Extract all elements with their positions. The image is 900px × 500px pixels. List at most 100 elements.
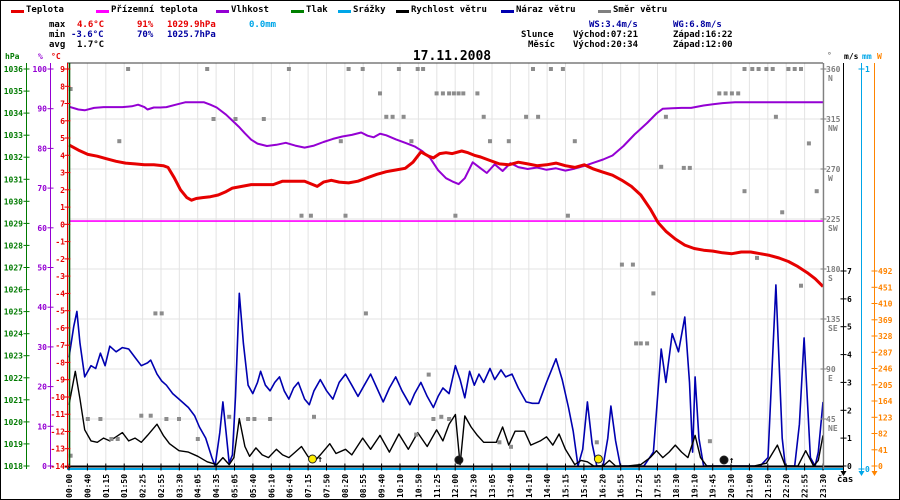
axis-label-wind: 3 — [847, 378, 852, 387]
wind-direction-point — [651, 291, 656, 296]
stat-text-14: Východ:07:21 — [573, 30, 639, 40]
x-tick-label: 21:00 — [745, 474, 754, 498]
legend-swatch-2 — [216, 10, 229, 13]
stat-text-1: 4.6°C — [77, 20, 105, 30]
wind-direction-point — [560, 67, 565, 71]
axis-label-radiation: 451 — [878, 283, 893, 292]
wind-direction-point — [390, 114, 395, 119]
axis-label-pressure: 1034 — [4, 109, 23, 118]
legend-label-3: Tlak — [306, 5, 328, 15]
x-tick-label: 07:50 — [323, 474, 332, 498]
stat-text-17: Východ:20:34 — [573, 40, 639, 50]
stat-text-7: 70% — [137, 30, 154, 40]
legend-label-4: Srážky — [353, 5, 386, 15]
wind-direction-point — [792, 67, 797, 71]
wind-direction-point — [497, 440, 502, 445]
wind-direction-point — [531, 67, 535, 71]
stat-text-15: Západ:16:22 — [673, 30, 733, 40]
axis-label-humidity: 90 — [37, 105, 47, 114]
wind-direction-point — [506, 139, 511, 144]
axis-header-humidity: % — [38, 52, 43, 61]
axis-label-pressure: 1032 — [4, 153, 23, 162]
wind-direction-point — [755, 255, 759, 260]
x-tick-label: 22:20 — [782, 474, 791, 498]
axis-label-pressure: 1025 — [4, 308, 23, 317]
wind-direction-point — [786, 67, 791, 71]
legend-swatch-7 — [598, 10, 611, 13]
wind-direction-point — [736, 91, 741, 96]
stat-text-18: Západ:12:00 — [673, 40, 733, 50]
wind-direction-point — [729, 91, 734, 96]
wind-direction-point — [246, 417, 251, 421]
wind-direction-point — [117, 139, 122, 144]
wind-direction-point — [447, 91, 452, 96]
wind-direction-point — [681, 165, 686, 170]
axis-label-pressure: 1035 — [4, 87, 23, 96]
moon-rise-marker — [719, 455, 729, 465]
axis-label-pressure: 1019 — [4, 440, 23, 449]
x-tick-label: 10:10 — [396, 474, 405, 498]
legend-label-0: Teplota — [26, 5, 64, 15]
stat-text-10: 1.7°C — [77, 40, 105, 50]
legend-label-1: Přízemní teplota — [111, 5, 198, 15]
axis-label-direction: 270 — [826, 165, 841, 174]
stat-text-2: 91% — [137, 20, 154, 30]
wind-direction-point — [638, 341, 643, 346]
x-tick-label: 15:15 — [562, 474, 571, 498]
wind-direction-point — [227, 414, 232, 419]
axis-label-pressure: 1036 — [4, 65, 23, 74]
x-tick-label: 19:10 — [690, 474, 699, 498]
legend-swatch-0 — [11, 10, 24, 13]
axis-label-temperature: 8 — [60, 82, 65, 91]
axis-label-pressure: 1028 — [4, 241, 23, 250]
axis-label-pressure: 1027 — [4, 264, 23, 273]
wind-direction-point — [619, 262, 624, 267]
x-tick-label: 00:40 — [83, 474, 92, 498]
axis-label2-direction: N — [828, 74, 833, 83]
stat-text-16: Měsíc — [528, 40, 556, 50]
x-tick-label: 18:30 — [672, 474, 681, 498]
axis-label-radiation: 287 — [878, 348, 893, 357]
wind-direction-point — [475, 91, 480, 96]
wind-direction-point — [431, 417, 436, 421]
axis-label-direction: 45 — [826, 415, 836, 424]
legend-label-7: Směr větru — [613, 5, 668, 15]
wind-direction-point — [312, 414, 316, 419]
legend-label-6: Náraz větru — [516, 5, 576, 15]
x-tick-label: 02:25 — [139, 474, 148, 498]
axis-label-humidity: 80 — [37, 144, 47, 153]
wind-direction-point — [536, 114, 541, 119]
wind-direction-point — [764, 67, 769, 71]
axis-label-radiation: 82 — [878, 430, 888, 439]
x-tick-label: 13:05 — [488, 474, 497, 498]
stat-text-0: max — [49, 20, 66, 30]
axis-label-pressure: 1026 — [4, 286, 23, 295]
wind-direction-point — [434, 91, 439, 96]
x-tick-label: 13:40 — [506, 474, 515, 498]
axis-label-pressure: 1024 — [4, 330, 23, 339]
wind-direction-point — [742, 189, 747, 194]
wind-direction-point — [742, 67, 747, 71]
x-tick-label: 08:20 — [341, 474, 350, 498]
wind-direction-point — [717, 91, 722, 96]
wind-direction-point — [426, 372, 431, 377]
wind-direction-point — [205, 67, 210, 71]
axis-label-radiation: 205 — [878, 381, 893, 390]
wind-direction-point — [451, 91, 456, 96]
axis-label-humidity: 20 — [37, 383, 47, 392]
series-wind-speed — [68, 370, 824, 467]
axis-label-humidity: 0 — [42, 462, 47, 471]
stat-text-11: WS:3.4m/s — [589, 20, 638, 30]
x-tick-label: 21:50 — [764, 474, 773, 498]
axis-label-radiation: 41 — [878, 446, 888, 455]
stat-text-8: 1025.7hPa — [167, 30, 216, 40]
axis-label-wind: 0 — [847, 462, 852, 471]
axis-label-pressure: 1030 — [4, 197, 23, 206]
x-tick-label: 06:40 — [286, 474, 295, 498]
axis-label-wind: 6 — [847, 295, 852, 304]
wind-direction-point — [565, 213, 570, 218]
axis-label-wind: 4 — [847, 351, 852, 360]
axis-label-humidity: 50 — [37, 264, 47, 273]
wind-direction-point — [806, 141, 811, 146]
stat-text-9: avg — [49, 40, 66, 50]
